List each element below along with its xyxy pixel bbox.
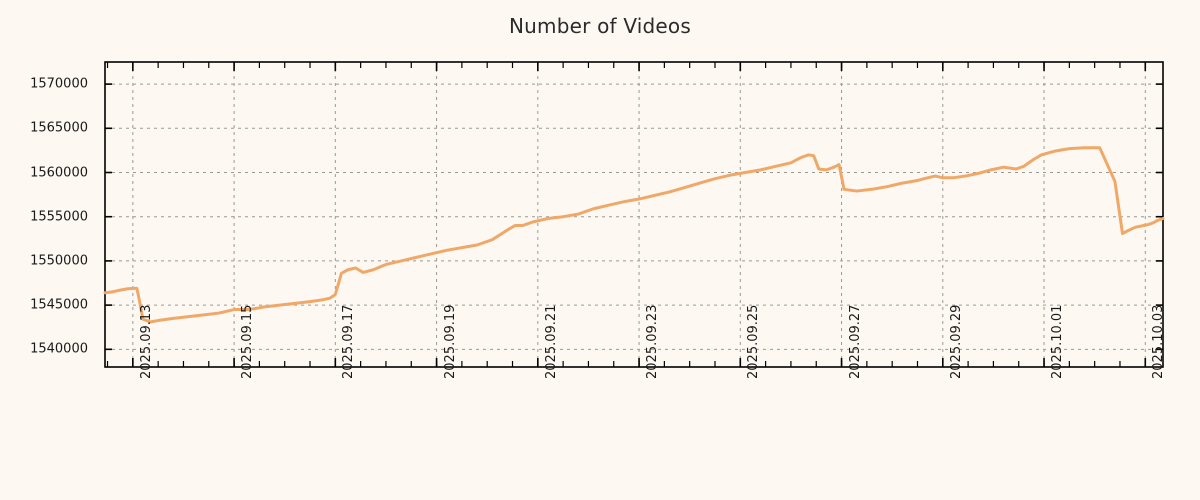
x-tick-label: 2025.09.27: [847, 304, 863, 379]
x-tick-label: 2025.09.13: [138, 304, 154, 379]
x-tick-label: 2025.10.03: [1151, 304, 1167, 379]
x-tick-label: 2025.09.29: [948, 304, 964, 379]
data-series-line: [103, 146, 1165, 324]
x-tick-label: 2025.09.19: [442, 304, 458, 379]
y-axis-ticks: [105, 83, 1163, 351]
chart-title: Number of Videos: [509, 14, 691, 38]
x-tick-label: 2025.09.23: [645, 304, 661, 379]
plot-background: [105, 62, 1163, 367]
x-tick-label: 2025.09.25: [746, 304, 762, 379]
y-tick-label: 1555000: [30, 209, 88, 225]
y-tick-label: 1545000: [30, 297, 88, 313]
y-tick-label: 1540000: [30, 341, 88, 357]
x-tick-label: 2025.09.17: [341, 304, 357, 379]
x-tick-label: 2025.10.01: [1050, 304, 1066, 379]
vertical-gridlines: [132, 62, 1146, 367]
x-tick-label: 2025.09.15: [240, 304, 256, 379]
y-tick-label: 1570000: [30, 76, 88, 92]
y-tick-label: 1560000: [30, 165, 88, 180]
plot-frame: [104, 61, 1164, 368]
x-axis-ticks: [106, 62, 1147, 367]
y-tick-label: 1550000: [30, 253, 88, 269]
y-tick-label: 1565000: [30, 120, 88, 136]
x-tick-label: 2025.09.21: [543, 304, 559, 379]
